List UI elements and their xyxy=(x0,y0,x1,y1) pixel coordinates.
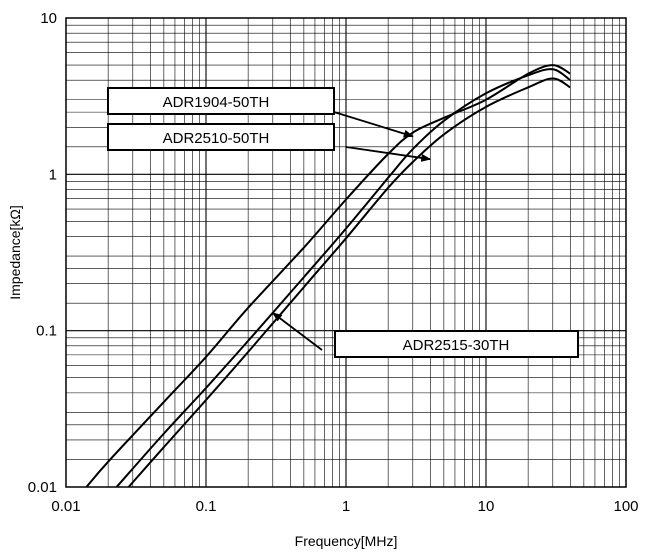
callout-label: ADR2515-30TH xyxy=(403,337,510,354)
x-tick-label: 0.01 xyxy=(51,498,80,515)
callout-box xyxy=(107,123,335,151)
series-line xyxy=(127,77,571,488)
x-tick-label: 0.1 xyxy=(196,498,217,515)
x-tick-label: 10 xyxy=(478,498,495,515)
callout-arrow xyxy=(345,146,432,162)
y-tick-label: 0.01 xyxy=(28,479,57,496)
callout-label: ADR1904-50TH xyxy=(163,94,270,111)
series-line xyxy=(115,68,571,488)
series-layer xyxy=(85,64,571,488)
x-tick-labels: 0.01 0.1 1 10 100 xyxy=(51,498,638,515)
y-tick-label: 1 xyxy=(49,166,57,183)
y-tick-label: 0.1 xyxy=(36,323,57,340)
callout-layer: ADR1904-50TH ADR2510-50TH ADR2515-30TH xyxy=(107,87,579,358)
callout-label: ADR2510-50TH xyxy=(163,130,270,147)
callout-arrow xyxy=(271,312,323,351)
plot-frame xyxy=(65,17,627,488)
y-tick-labels: 0.01 0.1 1 10 xyxy=(28,10,57,496)
y-tick-label: 10 xyxy=(40,10,57,27)
x-axis-title: Frequency[MHz] xyxy=(295,533,398,549)
x-tick-label: 1 xyxy=(342,498,350,515)
y-axis-title: Impedance[kΩ] xyxy=(7,205,23,300)
x-tick-label: 100 xyxy=(613,498,638,515)
callout-box xyxy=(334,330,579,358)
callout-arrow xyxy=(333,111,414,138)
callout-box xyxy=(107,87,335,115)
